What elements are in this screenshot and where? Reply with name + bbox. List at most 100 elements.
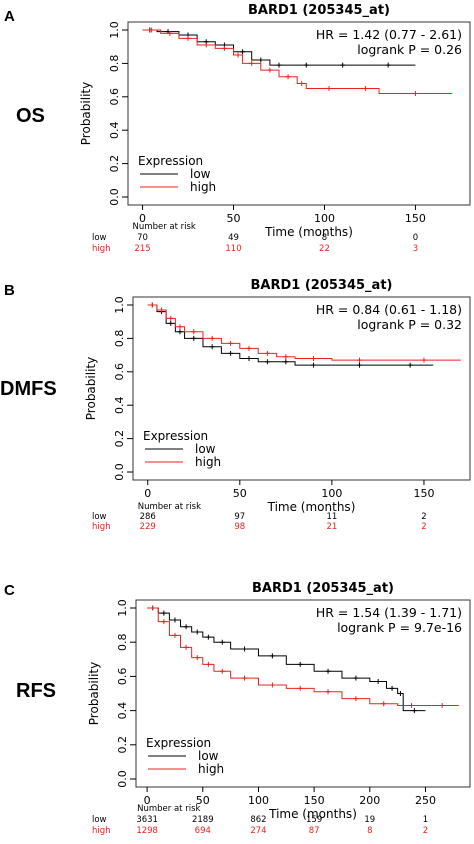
risk-row-label-high: high bbox=[92, 522, 111, 532]
y-tick-label: 0.0 bbox=[108, 188, 121, 206]
censor-mark-high bbox=[150, 605, 156, 611]
y-tick-label: 0.8 bbox=[116, 633, 129, 651]
censor-mark-high bbox=[183, 644, 189, 650]
risk-value-high: 2 bbox=[421, 522, 426, 532]
censor-mark-low bbox=[303, 62, 309, 68]
y-tick-label: 0.2 bbox=[108, 155, 121, 173]
censor-mark-high bbox=[172, 632, 178, 638]
x-axis-label: Time (months) bbox=[264, 225, 353, 239]
censor-mark-high bbox=[326, 85, 332, 91]
censor-mark-high bbox=[149, 302, 155, 308]
plot-frame bbox=[127, 21, 471, 206]
censor-mark-low bbox=[297, 661, 303, 667]
censor-mark-high bbox=[221, 45, 227, 51]
censor-mark-high bbox=[149, 27, 155, 33]
x-tick-label: 100 bbox=[314, 212, 335, 225]
censor-mark-low bbox=[219, 639, 225, 645]
risk-value-high: 21 bbox=[326, 522, 337, 532]
censor-mark-high bbox=[249, 60, 255, 66]
hr-text: HR = 1.42 (0.77 - 2.61) bbox=[316, 27, 462, 42]
x-tick-label: 150 bbox=[304, 794, 325, 807]
risk-value-low: 97 bbox=[234, 512, 245, 522]
censor-mark-high bbox=[242, 675, 248, 681]
legend-title: Expression bbox=[143, 429, 208, 443]
risk-row-label-high: high bbox=[92, 244, 111, 254]
plot-frame bbox=[132, 296, 471, 481]
censor-mark-high bbox=[235, 52, 241, 58]
risk-table-heading: Number at risk bbox=[137, 804, 200, 814]
x-tick-label: 0 bbox=[144, 794, 151, 807]
legend-label-low: low bbox=[198, 749, 219, 763]
legend-label-low: low bbox=[190, 167, 211, 181]
censor-mark-low bbox=[385, 62, 391, 68]
x-axis-label: Time (months) bbox=[267, 500, 356, 514]
y-tick-label: 0.2 bbox=[113, 430, 126, 448]
y-tick-label: 0.6 bbox=[108, 88, 121, 106]
censor-mark-low bbox=[246, 355, 252, 361]
risk-value-high: 22 bbox=[319, 244, 330, 254]
hr-text: HR = 1.54 (1.39 - 1.71) bbox=[316, 605, 462, 620]
x-tick-label: 100 bbox=[248, 794, 269, 807]
risk-value-high: 274 bbox=[250, 826, 266, 836]
x-tick-label: 200 bbox=[359, 794, 380, 807]
km-curve-high bbox=[147, 304, 461, 361]
censor-mark-low bbox=[161, 610, 167, 616]
y-tick-label: 0.4 bbox=[116, 702, 129, 720]
risk-value-low: 49 bbox=[228, 233, 239, 243]
plot-frame bbox=[135, 599, 471, 788]
risk-value-low: 286 bbox=[140, 512, 156, 522]
censor-mark-low bbox=[258, 57, 264, 63]
risk-value-low: 2 bbox=[421, 512, 426, 522]
censor-mark-low bbox=[242, 646, 248, 652]
censor-mark-high bbox=[219, 668, 225, 674]
panel-b: B DMFS bbox=[0, 282, 57, 400]
censor-mark-high bbox=[357, 357, 363, 363]
risk-value-low: 862 bbox=[250, 815, 266, 825]
risk-value-high: 98 bbox=[234, 522, 245, 532]
y-tick-label: 1.0 bbox=[116, 599, 129, 617]
risk-value-low: 8 bbox=[322, 233, 327, 243]
risk-value-high: 2 bbox=[423, 826, 428, 836]
censor-mark-low bbox=[389, 685, 395, 691]
risk-value-high: 694 bbox=[195, 826, 211, 836]
km-curve-low bbox=[147, 607, 426, 712]
censor-mark-high bbox=[299, 80, 305, 86]
y-tick-label: 1.0 bbox=[108, 21, 121, 39]
censor-mark-low bbox=[172, 617, 178, 623]
y-tick-label: 0.4 bbox=[108, 121, 121, 139]
censor-mark-low bbox=[353, 675, 359, 681]
censor-mark-high bbox=[381, 701, 387, 707]
risk-value-high: 8 bbox=[367, 826, 372, 836]
risk-row-label-high: high bbox=[92, 826, 111, 836]
risk-value-low: 3631 bbox=[136, 815, 158, 825]
x-tick-label: 50 bbox=[227, 212, 241, 225]
x-tick-label: 150 bbox=[413, 487, 434, 500]
risk-value-high: 1298 bbox=[136, 826, 158, 836]
risk-table-heading: Number at risk bbox=[133, 222, 196, 232]
censor-mark-high bbox=[297, 685, 303, 691]
risk-value-low: 70 bbox=[137, 233, 148, 243]
km-curve-low bbox=[147, 304, 434, 366]
y-tick-label: 0.8 bbox=[108, 55, 121, 73]
censor-mark-low bbox=[310, 362, 316, 368]
censor-mark-high bbox=[264, 350, 270, 356]
censor-mark-high bbox=[209, 335, 215, 341]
legend-title: Expression bbox=[138, 154, 203, 168]
logrank-text: logrank P = 9.7e-16 bbox=[337, 620, 462, 635]
censor-mark-high bbox=[267, 67, 273, 73]
censor-mark-high bbox=[269, 682, 275, 688]
censor-mark-low bbox=[205, 634, 211, 640]
censor-mark-low bbox=[183, 624, 189, 630]
y-axis-label: Probability bbox=[79, 82, 93, 145]
censor-mark-high bbox=[228, 340, 234, 346]
censor-mark-high bbox=[191, 329, 197, 335]
hr-text: HR = 0.84 (0.61 - 1.18) bbox=[316, 302, 462, 317]
censor-mark-low bbox=[177, 329, 183, 335]
panel-letter: B bbox=[4, 282, 15, 299]
censor-mark-low bbox=[240, 49, 246, 55]
censor-mark-high bbox=[412, 90, 418, 96]
risk-value-high: 215 bbox=[134, 244, 150, 254]
km-curve-low bbox=[142, 29, 416, 66]
